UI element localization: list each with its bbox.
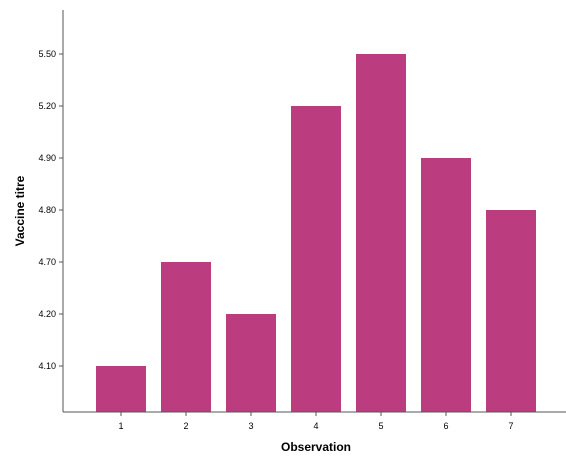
bars-group bbox=[96, 54, 536, 412]
x-axis-title: Observation bbox=[281, 440, 351, 454]
bar-4 bbox=[291, 106, 341, 412]
x-tick-label: 5 bbox=[378, 421, 383, 431]
y-tick-label: 4.10 bbox=[38, 361, 56, 371]
bar-5 bbox=[356, 54, 406, 412]
bar-7 bbox=[486, 210, 536, 412]
y-axis-title: Vaccine titre bbox=[13, 175, 27, 246]
y-tick-label: 5.50 bbox=[38, 49, 56, 59]
x-tick-label: 7 bbox=[508, 421, 513, 431]
y-axis-ticks: 4.10 4.20 4.70 4.80 4.90 5.20 5.50 bbox=[38, 49, 63, 371]
bar-2 bbox=[161, 262, 211, 412]
bar-1 bbox=[96, 366, 146, 412]
x-axis-ticks: 1 2 3 4 5 6 7 bbox=[118, 412, 514, 431]
y-tick-label: 4.70 bbox=[38, 257, 56, 267]
y-tick-label: 4.20 bbox=[38, 309, 56, 319]
y-tick-label: 4.80 bbox=[38, 205, 56, 215]
x-tick-label: 3 bbox=[248, 421, 253, 431]
y-tick-label: 5.20 bbox=[38, 101, 56, 111]
x-tick-label: 1 bbox=[118, 421, 123, 431]
x-tick-label: 4 bbox=[313, 421, 318, 431]
x-tick-label: 6 bbox=[443, 421, 448, 431]
bar-6 bbox=[421, 158, 471, 412]
x-tick-label: 2 bbox=[183, 421, 188, 431]
bar-3 bbox=[226, 314, 276, 412]
y-tick-label: 4.90 bbox=[38, 153, 56, 163]
